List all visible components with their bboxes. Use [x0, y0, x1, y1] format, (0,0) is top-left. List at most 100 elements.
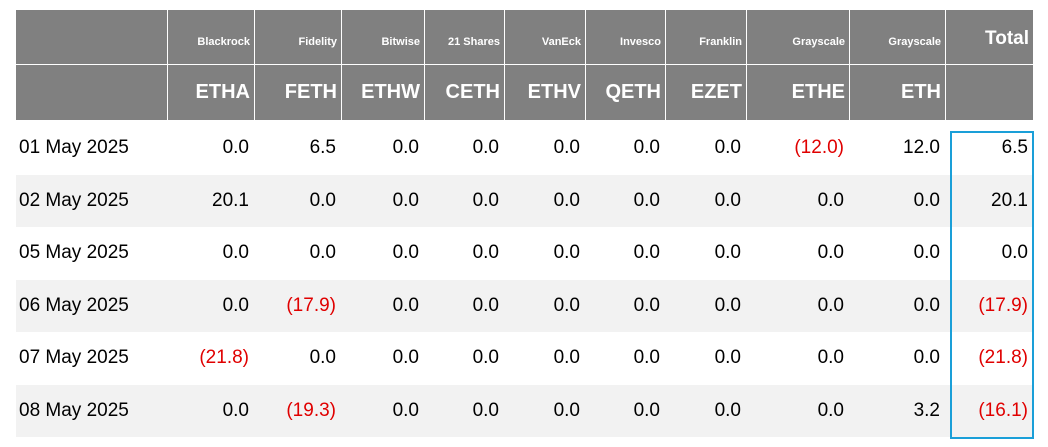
header-divider: [945, 10, 946, 120]
header-divider: [424, 10, 425, 120]
ticker: CETH: [445, 81, 500, 103]
issuer-name: 21 Shares: [448, 36, 500, 48]
header-background: [16, 10, 1033, 120]
ticker: ETH: [901, 81, 941, 103]
total-value: (21.8): [978, 347, 1028, 369]
flow-value: 0.0: [633, 347, 660, 369]
ticker: FETH: [284, 81, 337, 103]
total-value: 0.0: [1001, 242, 1028, 264]
date: 02 May 2025: [19, 189, 129, 211]
ticker: ETHA: [195, 81, 250, 103]
flow-value: 0.0: [913, 347, 940, 369]
flow-value: 12.0: [903, 137, 940, 159]
flow-value: 0.0: [392, 242, 419, 264]
flow-value: 3.2: [913, 399, 940, 421]
flow-value: 0.0: [913, 294, 940, 316]
total-header: Total: [985, 28, 1029, 49]
flow-value: 0.0: [309, 242, 336, 264]
flow-value: (17.9): [286, 294, 336, 316]
date: 05 May 2025: [19, 242, 129, 264]
flow-value: 0.0: [817, 242, 844, 264]
row-band: [16, 279, 1033, 332]
flow-value: 0.0: [392, 399, 419, 421]
ticker: ETHW: [361, 81, 420, 103]
ticker: EZET: [690, 81, 742, 103]
issuer-name: Invesco: [620, 36, 661, 48]
total-value: 6.5: [1001, 137, 1028, 159]
flow-value: 0.0: [472, 399, 499, 421]
flow-value: 0.0: [553, 242, 580, 264]
flow-value: 0.0: [472, 347, 499, 369]
total-value: (16.1): [978, 399, 1028, 421]
flow-value: 0.0: [714, 294, 741, 316]
flow-value: 0.0: [714, 137, 741, 159]
header-divider: [254, 10, 255, 120]
header-divider: [167, 10, 168, 120]
flow-value: 0.0: [472, 294, 499, 316]
row-band: [16, 174, 1033, 227]
date: 07 May 2025: [19, 347, 129, 369]
flow-value: 0.0: [309, 347, 336, 369]
flow-value: 0.0: [913, 242, 940, 264]
header-divider: [665, 10, 666, 120]
flow-value: 0.0: [913, 189, 940, 211]
header-divider: [341, 10, 342, 120]
flow-value: 0.0: [553, 137, 580, 159]
flow-value: 0.0: [392, 294, 419, 316]
issuer-name: Bitwise: [381, 36, 420, 48]
header-divider: [504, 10, 505, 120]
flow-value: 0.0: [817, 189, 844, 211]
flow-value: 0.0: [222, 137, 249, 159]
flow-value: 0.0: [392, 137, 419, 159]
flow-value: 20.1: [212, 189, 249, 211]
flow-value: 0.0: [714, 347, 741, 369]
date: 06 May 2025: [19, 294, 129, 316]
flow-value: 0.0: [817, 347, 844, 369]
flow-value: 0.0: [472, 242, 499, 264]
total-highlight: [950, 131, 1034, 439]
flow-value: 0.0: [553, 399, 580, 421]
flow-value: (19.3): [286, 399, 336, 421]
flow-value: 0.0: [222, 399, 249, 421]
flow-value: 0.0: [633, 242, 660, 264]
flow-value: 0.0: [633, 399, 660, 421]
flow-value: 0.0: [714, 399, 741, 421]
flow-value: 0.0: [553, 294, 580, 316]
flow-value: 0.0: [714, 189, 741, 211]
flow-value: 0.0: [392, 347, 419, 369]
issuer-name: Franklin: [699, 36, 742, 48]
header-divider: [746, 10, 747, 120]
date: 08 May 2025: [19, 399, 129, 421]
flow-value: 0.0: [633, 189, 660, 211]
flow-value: 0.0: [714, 242, 741, 264]
row-band: [16, 384, 1033, 437]
issuer-name: Fidelity: [298, 36, 337, 48]
flow-value: 0.0: [553, 189, 580, 211]
flow-value: 0.0: [392, 189, 419, 211]
total-value: (17.9): [978, 294, 1028, 316]
flow-value: 0.0: [472, 137, 499, 159]
ticker: QETH: [605, 81, 661, 103]
flow-value: (12.0): [794, 137, 844, 159]
total-value: 20.1: [991, 189, 1028, 211]
ticker: ETHV: [527, 81, 581, 103]
issuer-name: Blackrock: [197, 36, 250, 48]
flow-value: 0.0: [309, 189, 336, 211]
flow-value: 0.0: [472, 189, 499, 211]
ticker: ETHE: [791, 81, 845, 103]
flow-value: 6.5: [309, 137, 336, 159]
issuer-name: Grayscale: [888, 36, 941, 48]
flow-value: 0.0: [222, 242, 249, 264]
date: 01 May 2025: [19, 137, 129, 159]
header-divider: [16, 64, 1033, 65]
flow-value: (21.8): [199, 347, 249, 369]
header-divider: [585, 10, 586, 120]
flow-value: 0.0: [633, 137, 660, 159]
flow-value: 0.0: [817, 294, 844, 316]
header-divider: [849, 10, 850, 120]
flow-value: 0.0: [222, 294, 249, 316]
flow-value: 0.0: [633, 294, 660, 316]
issuer-name: Grayscale: [792, 36, 845, 48]
issuer-name: VanEck: [541, 36, 581, 48]
